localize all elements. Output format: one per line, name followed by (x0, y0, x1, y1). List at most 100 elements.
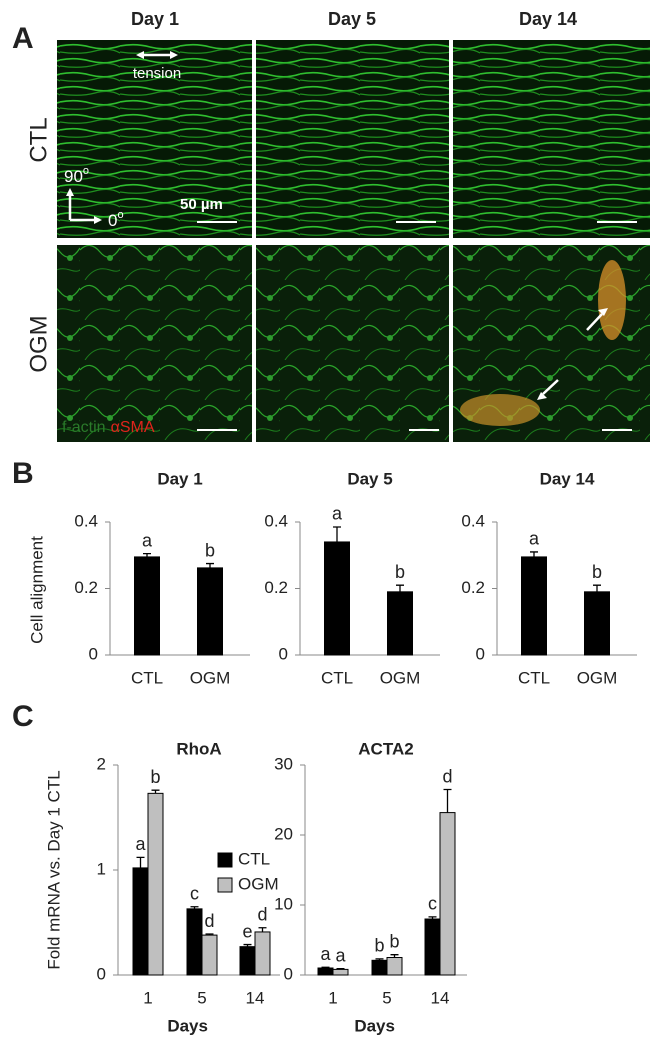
bar (332, 968, 349, 976)
stain-red: αSMA (111, 419, 155, 436)
stain-green: f-actin (62, 419, 106, 436)
chart-title: RhoA (176, 739, 221, 758)
y-axis-label: Fold mRNA vs. Day 1 CTL (44, 770, 63, 969)
y-tick-label: 10 (274, 894, 293, 913)
error-bar (336, 968, 345, 970)
x-tick-label: 5 (382, 988, 391, 1007)
y-tick-label: 0.2 (264, 578, 288, 597)
legend-swatch (217, 852, 233, 868)
bar (239, 946, 256, 976)
y-tick-label: 1 (97, 859, 106, 878)
bar (386, 957, 403, 976)
superscript: o (83, 165, 89, 177)
column-title: Day 14 (519, 9, 577, 29)
panel-label: C (12, 700, 34, 733)
bar (521, 556, 547, 656)
x-tick-label: CTL (131, 668, 163, 687)
bar (387, 591, 413, 656)
x-tick-label: 14 (246, 988, 265, 1007)
error-bar (205, 933, 214, 936)
bar (424, 918, 441, 976)
letter: d (442, 766, 452, 786)
bar (439, 812, 456, 976)
error-bar (593, 584, 601, 592)
error-bar (136, 856, 145, 868)
letter: d (204, 911, 214, 931)
error-bar (321, 966, 330, 968)
chart-title: Day 1 (157, 469, 202, 488)
error-bar (333, 526, 341, 542)
y-tick-label: 20 (274, 824, 293, 843)
letter: d (257, 905, 267, 925)
row-label: CTL (25, 117, 52, 162)
y-tick-label: 0 (97, 964, 106, 983)
bar (197, 567, 223, 656)
error-bar (443, 788, 452, 813)
scale-bars (197, 221, 637, 431)
bar (132, 867, 149, 976)
letter: a (529, 529, 540, 549)
scale-label: 50 µm (180, 196, 223, 213)
x-tick-label: 1 (143, 988, 152, 1007)
stain (598, 260, 626, 340)
letter: c (428, 894, 437, 914)
row-label: OGM (25, 315, 52, 372)
panel-label: B (12, 457, 34, 490)
error-bar (143, 552, 151, 557)
error-bar (396, 584, 404, 592)
bar (134, 556, 160, 656)
bar (186, 908, 203, 976)
x-tick-label: CTL (518, 668, 550, 687)
x-tick-label: CTL (321, 668, 353, 687)
y-tick-label: 0 (284, 964, 293, 983)
y-tick-label: 0.4 (74, 511, 98, 530)
letter: c (190, 884, 199, 904)
annotation: tension (133, 65, 181, 82)
letter: a (332, 504, 343, 524)
error-bar (243, 943, 252, 947)
x-tick-label: 5 (197, 988, 206, 1007)
letter: b (205, 540, 215, 560)
letter: a (320, 944, 331, 964)
x-tick-label: OGM (577, 668, 618, 687)
letter: b (374, 936, 384, 956)
letter: a (142, 530, 153, 550)
legend-label: CTL (238, 849, 270, 868)
image (57, 245, 252, 442)
y-tick-label: 0.4 (264, 511, 288, 530)
bar (317, 967, 334, 976)
error-bar (206, 562, 214, 568)
error-bar (530, 551, 538, 557)
y-tick-label: 0.2 (74, 578, 98, 597)
image (57, 40, 252, 238)
letter: b (395, 562, 405, 582)
bar (201, 934, 218, 976)
y-tick-label: 0 (89, 644, 98, 663)
letter: e (242, 921, 252, 941)
micrographs (57, 40, 650, 442)
image (256, 245, 449, 442)
y-tick-label: 0.4 (461, 511, 485, 530)
column-title: Day 1 (131, 9, 179, 29)
y-axis-label: Cell alignment (27, 536, 46, 644)
letter: b (150, 767, 160, 787)
letter: a (335, 945, 346, 965)
x-tick-label: 1 (328, 988, 337, 1007)
legend-label: OGM (238, 874, 279, 893)
panel-label: A (12, 22, 34, 55)
y-tick-label: 2 (97, 754, 106, 773)
stain-label: f-actin αSMA (62, 419, 155, 436)
error-bar (428, 916, 437, 919)
superscript: o (117, 209, 123, 221)
chart-title: ACTA2 (358, 739, 413, 758)
x-tick-label: 14 (431, 988, 450, 1007)
axis-label: 90 (64, 167, 83, 186)
y-tick-label: 0.2 (461, 578, 485, 597)
letter: b (389, 931, 399, 951)
bar (584, 591, 610, 656)
error-bar (390, 954, 399, 958)
x-tick-label: OGM (190, 668, 231, 687)
panel-labels: A B C (12, 22, 34, 733)
axis-label: 0o (108, 209, 124, 231)
